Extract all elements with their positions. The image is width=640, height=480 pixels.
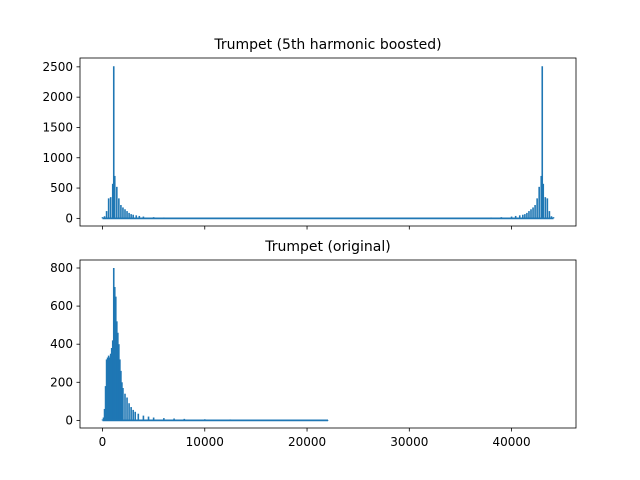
bottom-xtick-label: 0 [99,435,107,449]
top-ytick-label: 2000 [42,90,73,104]
bottom-series-0 [101,268,329,422]
top-ytick-label: 1000 [42,151,73,165]
subplot-top: Trumpet (5th harmonic boosted) 0 500 1000 1… [42,37,577,230]
top-series-0 [101,66,555,220]
bottom-ytick-label: 600 [50,299,73,313]
bottom-ytick-label: 0 [65,413,73,427]
bottom-ytick-label: 800 [50,261,73,275]
bottom-chart-title: Trumpet (original) [264,239,390,255]
bottom-ytick-label: 400 [50,337,73,351]
top-ytick-label: 2500 [42,60,73,74]
top-chart-title: Trumpet (5th harmonic boosted) [213,37,441,53]
top-ytick-label: 0 [65,211,73,225]
bottom-xtick-label: 10000 [186,435,224,449]
bottom-xtick-label: 30000 [390,435,428,449]
top-ytick-label: 500 [50,181,73,195]
top-axes-frame [79,57,577,227]
bottom-xtick-label: 20000 [288,435,326,449]
subplot-bottom: Trumpet (original) 0 200 400 600 800 0 10000 20… [50,239,577,449]
bottom-xtick-label: 40000 [492,435,530,449]
bottom-ytick-label: 200 [50,375,73,389]
top-ytick-label: 1500 [42,120,73,134]
